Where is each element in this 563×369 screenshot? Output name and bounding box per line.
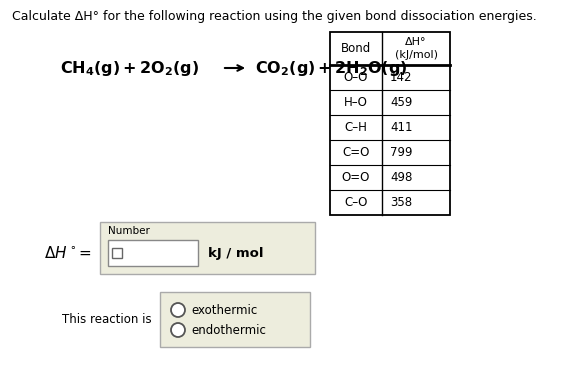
Text: endothermic: endothermic <box>191 324 266 337</box>
Text: This reaction is: This reaction is <box>62 313 152 326</box>
Text: Bond: Bond <box>341 42 371 55</box>
Text: 459: 459 <box>390 96 412 109</box>
Bar <box>108 240 198 266</box>
Text: O=O: O=O <box>342 171 370 184</box>
Text: H–O: H–O <box>344 96 368 109</box>
Text: 498: 498 <box>390 171 412 184</box>
Text: O–O: O–O <box>344 71 368 84</box>
Text: kJ / mol: kJ / mol <box>208 246 263 259</box>
Text: Number: Number <box>108 226 150 236</box>
Text: C–O: C–O <box>345 196 368 209</box>
Text: ΔH°
(kJ/mol): ΔH° (kJ/mol) <box>395 37 437 60</box>
Text: 142: 142 <box>390 71 413 84</box>
Text: C=O: C=O <box>342 146 370 159</box>
Text: $\Delta H^\circ\!=\,$: $\Delta H^\circ\!=\,$ <box>44 245 92 261</box>
Text: 799: 799 <box>390 146 413 159</box>
Bar <box>160 292 310 347</box>
Text: 358: 358 <box>390 196 412 209</box>
Text: 411: 411 <box>390 121 413 134</box>
Text: Calculate ΔH° for the following reaction using the given bond dissociation energ: Calculate ΔH° for the following reaction… <box>12 10 537 23</box>
Bar <box>100 222 315 274</box>
Text: $\mathbf{CH_4(g)+2O_2(g)}$: $\mathbf{CH_4(g)+2O_2(g)}$ <box>60 59 199 77</box>
Circle shape <box>171 303 185 317</box>
Bar <box>112 248 122 258</box>
Text: $\mathbf{CO_2(g)+2H_2O(g)}$: $\mathbf{CO_2(g)+2H_2O(g)}$ <box>255 59 408 77</box>
Bar <box>330 32 450 215</box>
Text: C–H: C–H <box>345 121 368 134</box>
Circle shape <box>171 323 185 337</box>
Text: exothermic: exothermic <box>191 303 257 317</box>
